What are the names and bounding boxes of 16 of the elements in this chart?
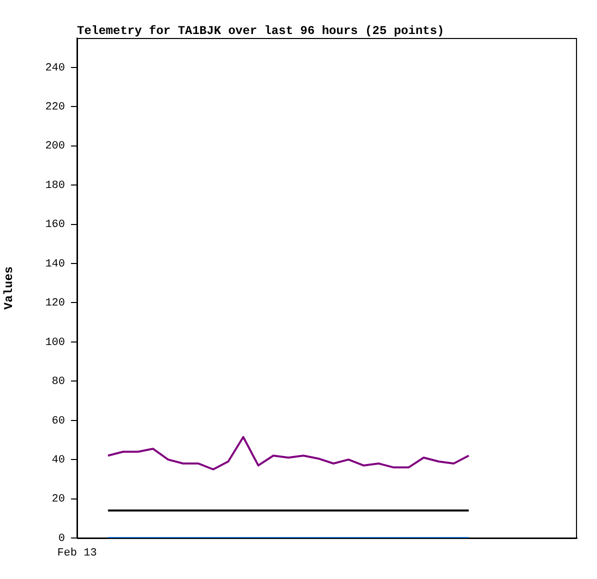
y-tick-label: 40 bbox=[52, 454, 65, 466]
y-tick-label: 160 bbox=[45, 219, 65, 232]
y-tick-label: 20 bbox=[52, 494, 65, 506]
text: Feb 13 bbox=[57, 547, 97, 560]
y-tick-label: 180 bbox=[45, 180, 65, 192]
y-tick-label: 200 bbox=[45, 140, 65, 153]
y-tick-label: 220 bbox=[45, 102, 65, 114]
y-tick-label: 100 bbox=[45, 336, 65, 349]
y-tick-label: 120 bbox=[45, 298, 65, 310]
y-axis-title: Values bbox=[2, 266, 16, 310]
y-tick-label: 240 bbox=[45, 62, 65, 74]
chart-title: Telemetry for TA1BJK over last 96 hours (25 points) bbox=[77, 24, 444, 38]
y-tick-label: 60 bbox=[52, 415, 65, 428]
y-tick-label: 80 bbox=[52, 376, 65, 388]
y-tick-label: 0 bbox=[58, 532, 65, 545]
y-tick-label: 140 bbox=[45, 258, 65, 270]
